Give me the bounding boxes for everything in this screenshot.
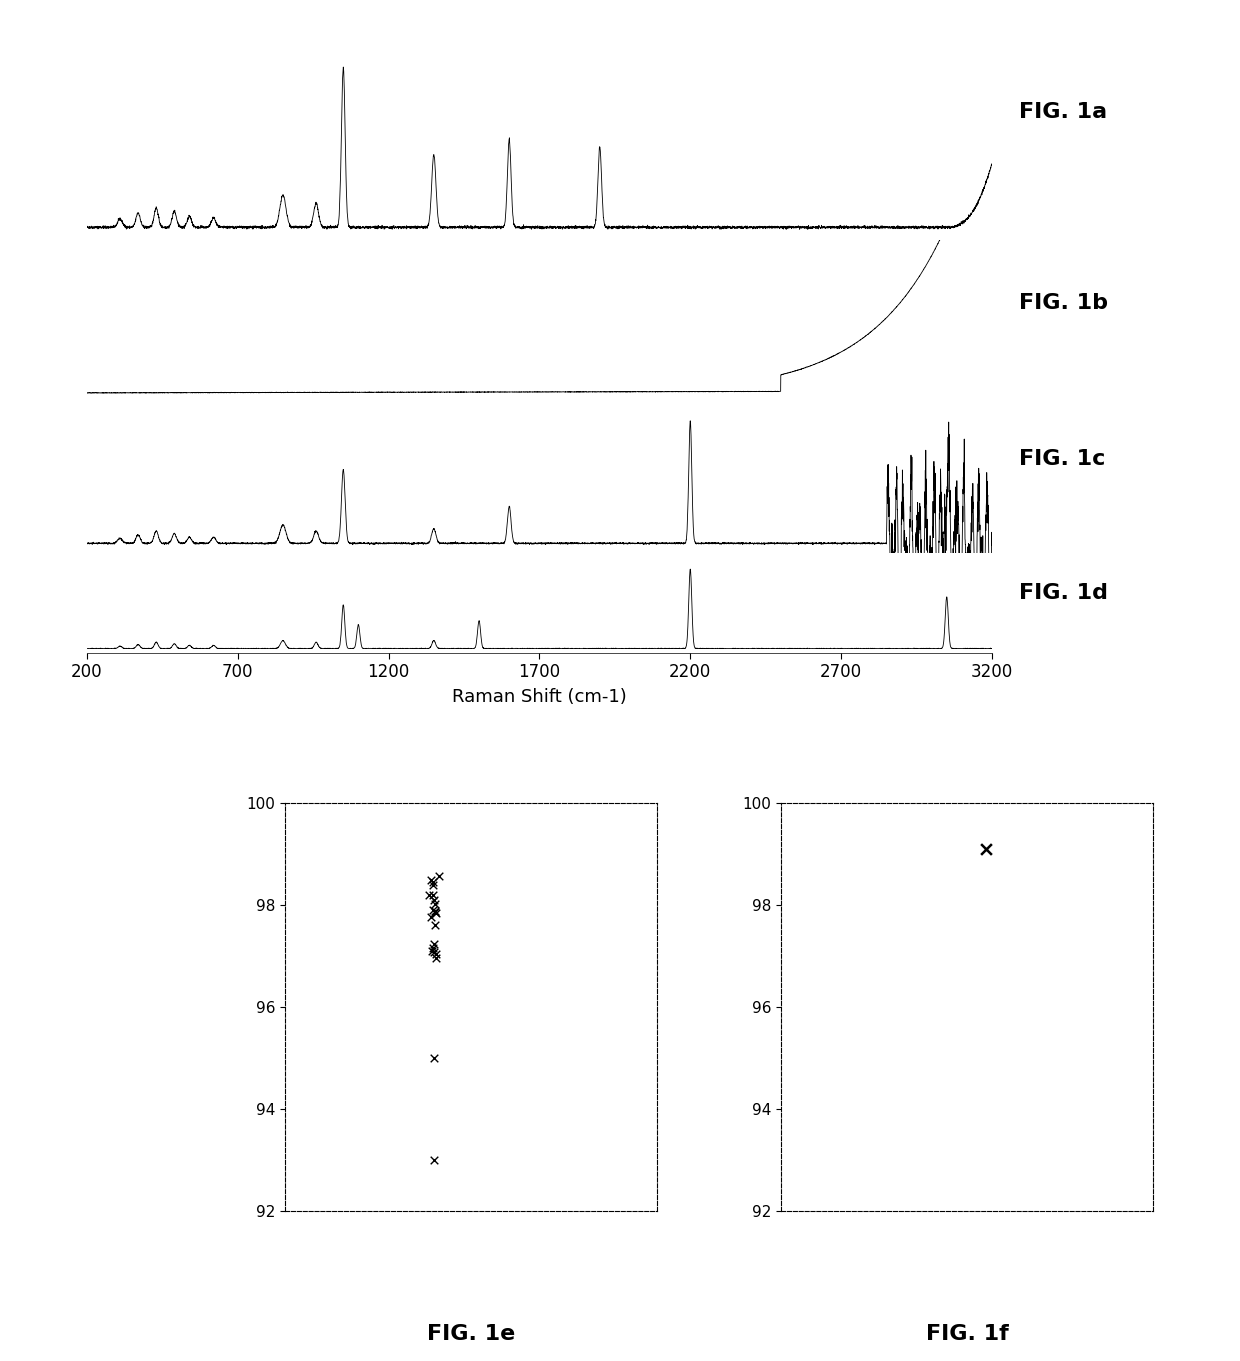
Point [424, 1048, 444, 1070]
Point [427, 902, 446, 924]
Point [424, 898, 444, 920]
Point [424, 889, 444, 911]
Text: FIG. 1f: FIG. 1f [926, 1324, 1008, 1343]
X-axis label: Raman Shift (cm-1): Raman Shift (cm-1) [453, 687, 626, 706]
Point [423, 936, 443, 958]
Point [423, 874, 443, 896]
Text: FIG. 1c: FIG. 1c [1019, 449, 1106, 470]
Point [423, 871, 443, 893]
Point [420, 868, 440, 890]
Text: FIG. 1e: FIG. 1e [427, 1324, 516, 1343]
Point [424, 934, 444, 955]
Point [425, 943, 445, 965]
Point [423, 885, 443, 906]
Point [424, 940, 444, 962]
Point [425, 913, 445, 935]
Point [429, 866, 449, 887]
Point [425, 901, 445, 923]
Point [424, 1150, 444, 1172]
Point [976, 838, 996, 860]
Text: FIG. 1a: FIG. 1a [1019, 102, 1107, 122]
Text: FIG. 1b: FIG. 1b [1019, 293, 1109, 313]
Point [425, 901, 445, 923]
Text: FIG. 1d: FIG. 1d [1019, 583, 1109, 603]
Point [423, 940, 443, 962]
Point [419, 885, 439, 906]
Point [425, 893, 445, 915]
Point [427, 947, 446, 969]
Point [420, 905, 440, 927]
